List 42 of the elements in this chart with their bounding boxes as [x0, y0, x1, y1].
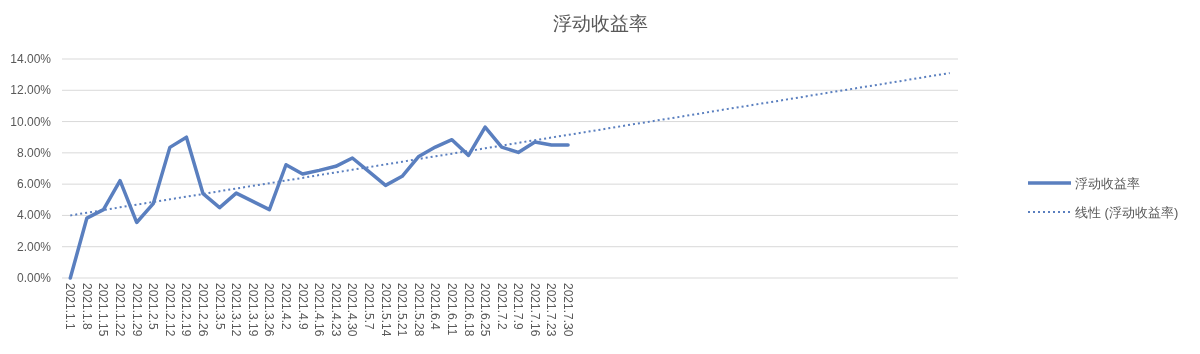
x-tick-label: 2021.4.23	[328, 283, 343, 337]
y-tick-label: 2.00%	[16, 239, 52, 254]
y-tick-label: 0.00%	[16, 271, 52, 285]
legend-label: 线性 (浮动收益率)	[1075, 205, 1179, 220]
x-tick-label: 2021.6.11	[444, 283, 459, 336]
x-tick-label: 2021.5.7	[361, 283, 376, 331]
x-tick-label: 2021.7.9	[511, 283, 526, 331]
x-tick-label: 2021.4.2	[279, 283, 293, 331]
x-tick-label: 2021.6.4	[428, 283, 443, 331]
x-tick-label: 2021.5.28	[411, 283, 426, 337]
x-tick-label: 2021.4.30	[345, 283, 360, 337]
legend-label: 浮动收益率	[1075, 176, 1140, 191]
y-tick-label: 6.00%	[16, 177, 52, 192]
y-tick-label: 10.00%	[10, 114, 52, 129]
x-tick-label: 2021.3.12	[229, 283, 244, 337]
x-tick-label: 2021.1.1	[63, 283, 78, 331]
chart-title: 浮动收益率	[552, 13, 648, 34]
x-tick-label: 2021.4.9	[295, 283, 310, 331]
x-tick-label: 2021.5.14	[378, 283, 393, 337]
x-tick-label: 2021.5.21	[395, 283, 410, 337]
x-tick-label: 2021.4.16	[312, 283, 327, 337]
x-tick-label: 2021.7.30	[561, 283, 576, 337]
y-tick-label: 8.00%	[16, 145, 52, 160]
x-tick-label: 2021.1.15	[96, 283, 111, 337]
x-tick-label: 2021.2.26	[196, 283, 211, 337]
x-tick-label: 2021.3.26	[262, 283, 277, 337]
x-tick-label: 2021.2.19	[179, 283, 194, 337]
x-tick-label: 2021.7.16	[527, 283, 542, 337]
x-tick-label: 2021.3.5	[212, 283, 227, 331]
x-tick-label: 2021.1.8	[79, 283, 94, 331]
x-tick-label: 2021.2.5	[146, 283, 161, 331]
y-tick-label: 4.00%	[16, 208, 52, 223]
x-tick-label: 2021.6.25	[478, 283, 493, 337]
x-tick-label: 2021.1.22	[113, 283, 128, 337]
x-tick-label: 2021.7.2	[494, 283, 509, 331]
y-tick-label: 14.00%	[10, 52, 52, 66]
x-tick-label: 2021.7.23	[544, 283, 559, 337]
x-tick-label: 2021.2.12	[162, 283, 177, 337]
x-tick-label: 2021.3.19	[245, 283, 260, 337]
y-tick-label: 12.00%	[10, 83, 52, 98]
x-tick-label: 2021.1.29	[129, 283, 144, 337]
x-tick-label: 2021.6.18	[461, 283, 476, 337]
